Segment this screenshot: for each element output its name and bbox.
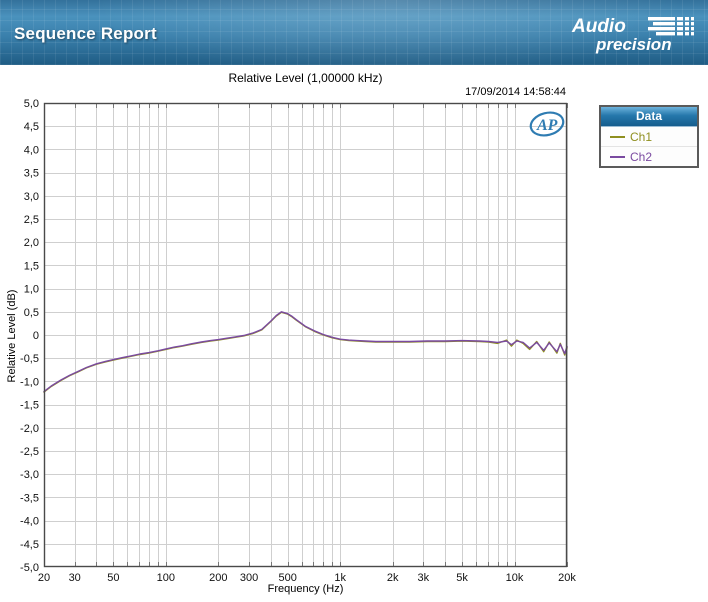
x-tick-label: 30 [69, 572, 81, 584]
report-header: Sequence Report Audio precision [0, 0, 708, 65]
x-tick-label: 20k [558, 572, 576, 584]
x-tick-label: 100 [157, 572, 175, 584]
y-tick-label: 1,5 [24, 260, 39, 272]
y-tick-label: -3,0 [20, 469, 39, 481]
y-tick-label: 4,0 [24, 144, 39, 156]
ch2-line-swatch [610, 155, 625, 158]
audio-precision-logo: Audio precision [571, 16, 694, 54]
y-tick-label: 3,0 [24, 191, 39, 203]
x-tick-label: 500 [279, 572, 297, 584]
svg-text:AP: AP [536, 117, 558, 134]
x-tick-label: 200 [209, 572, 227, 584]
y-tick-label: 1,0 [24, 284, 39, 296]
y-tick-label: 0,5 [24, 307, 39, 319]
legend-title: Data [601, 107, 697, 127]
y-tick-label: -0,5 [20, 353, 39, 365]
ch1-label: Ch1 [630, 129, 653, 144]
logo-bars-icon [648, 17, 694, 36]
chart-title: Relative Level (1,00000 kHz) [228, 71, 383, 85]
y-tick-label: -3,5 [20, 492, 39, 504]
legend: Data Ch1 Ch2 [599, 105, 699, 168]
y-tick-label: -2,0 [20, 423, 39, 435]
legend-item-ch2: Ch2 [601, 147, 697, 166]
x-tick-label: 1k [334, 572, 346, 584]
logo-precision-text: precision [595, 35, 672, 54]
y-tick-label: -1,5 [20, 400, 39, 412]
y-tick-label: 2,0 [24, 237, 39, 249]
y-axis-title: Relative Level (dB) [6, 289, 18, 383]
report-timestamp: 17/09/2014 14:58:44 [465, 86, 566, 98]
x-tick-label: 20 [38, 572, 50, 584]
y-tick-label: 4,5 [24, 121, 39, 133]
x-tick-label: 3k [418, 572, 430, 584]
legend-item-ch1: Ch1 [601, 127, 697, 147]
series-curve-ch2 [43, 311, 568, 393]
y-tick-label: 2,5 [24, 214, 39, 226]
x-tick-label: 50 [107, 572, 119, 584]
logo-audio-text: Audio [571, 16, 626, 37]
y-tick-label: -2,5 [20, 446, 39, 458]
x-tick-label: 10k [506, 572, 524, 584]
y-tick-label: 0 [33, 330, 39, 342]
ap-watermark-icon: AP [529, 111, 565, 137]
y-tick-label: -4,0 [20, 516, 39, 528]
plot-border [43, 102, 568, 568]
ch1-line-swatch [610, 135, 625, 138]
x-tick-label: 300 [240, 572, 258, 584]
y-tick-label: -4,5 [20, 539, 39, 551]
ch2-label: Ch2 [630, 149, 653, 164]
y-tick-label: -5,0 [20, 562, 39, 574]
x-tick-label: 2k [387, 572, 399, 584]
y-tick-label: 3,5 [24, 168, 39, 180]
x-tick-label: 5k [456, 572, 468, 584]
x-axis-title: Frequency (Hz) [267, 583, 344, 595]
report-title: Sequence Report [14, 24, 157, 43]
y-tick-label: -1,0 [20, 376, 39, 388]
y-tick-label: 5,0 [24, 98, 39, 110]
